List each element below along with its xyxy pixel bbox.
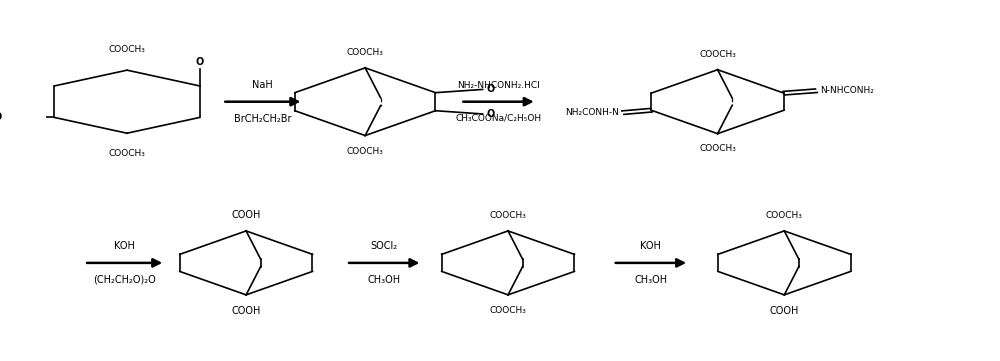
Text: CH₃COONa/C₂H₅OH: CH₃COONa/C₂H₅OH — [455, 113, 542, 122]
Text: O: O — [0, 113, 1, 122]
Text: COOCH₃: COOCH₃ — [347, 48, 384, 57]
Text: (CH₂CH₂O)₂O: (CH₂CH₂O)₂O — [93, 275, 156, 285]
Text: CH₃OH: CH₃OH — [634, 275, 667, 285]
Text: COOH: COOH — [231, 305, 261, 316]
Text: COOCH₃: COOCH₃ — [699, 144, 736, 153]
Text: COOCH₃: COOCH₃ — [490, 211, 526, 220]
Text: COOH: COOH — [231, 210, 261, 220]
Text: SOCl₂: SOCl₂ — [371, 241, 398, 251]
Text: COOCH₃: COOCH₃ — [109, 45, 145, 55]
Text: KOH: KOH — [114, 241, 135, 251]
Text: BrCH₂CH₂Br: BrCH₂CH₂Br — [234, 113, 292, 123]
Text: COOCH₃: COOCH₃ — [347, 147, 384, 156]
Text: COOCH₃: COOCH₃ — [766, 211, 803, 220]
Text: COOCH₃: COOCH₃ — [490, 305, 526, 314]
Text: COOCH₃: COOCH₃ — [109, 149, 145, 158]
Text: O: O — [196, 57, 204, 67]
Text: O: O — [486, 109, 495, 119]
Text: CH₃OH: CH₃OH — [368, 275, 401, 285]
Text: O: O — [486, 84, 495, 95]
Text: NH₂-NHCONH₂.HCl: NH₂-NHCONH₂.HCl — [457, 81, 540, 90]
Text: COOH: COOH — [770, 305, 799, 316]
Text: KOH: KOH — [640, 241, 661, 251]
Text: N-NHCONH₂: N-NHCONH₂ — [820, 86, 874, 95]
Text: NH₂CONH-N: NH₂CONH-N — [565, 108, 619, 117]
Text: COOCH₃: COOCH₃ — [699, 50, 736, 59]
Text: NaH: NaH — [252, 80, 273, 90]
